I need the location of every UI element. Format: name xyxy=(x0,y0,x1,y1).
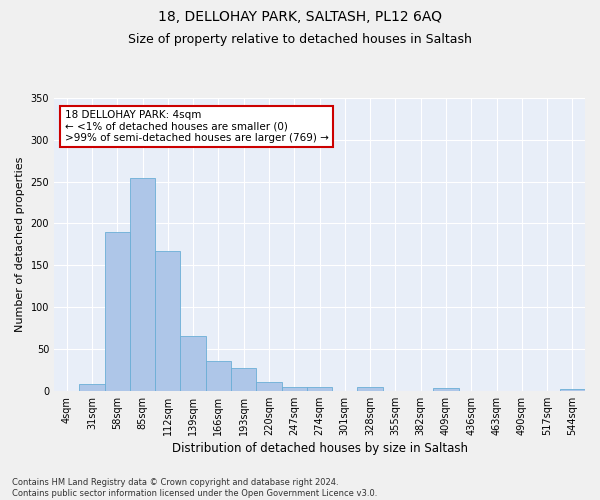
Bar xyxy=(206,360,231,391)
Text: Contains HM Land Registry data © Crown copyright and database right 2024.
Contai: Contains HM Land Registry data © Crown c… xyxy=(12,478,377,498)
Bar xyxy=(358,388,383,391)
Bar xyxy=(231,368,256,391)
Bar xyxy=(130,178,155,391)
Bar xyxy=(560,389,585,391)
Text: 18 DELLOHAY PARK: 4sqm
← <1% of detached houses are smaller (0)
>99% of semi-det: 18 DELLOHAY PARK: 4sqm ← <1% of detached… xyxy=(65,110,329,143)
Bar xyxy=(104,232,130,391)
Bar xyxy=(281,386,307,391)
Text: Size of property relative to detached houses in Saltash: Size of property relative to detached ho… xyxy=(128,32,472,46)
Bar xyxy=(433,388,458,391)
Bar xyxy=(155,251,181,391)
Text: 18, DELLOHAY PARK, SALTASH, PL12 6AQ: 18, DELLOHAY PARK, SALTASH, PL12 6AQ xyxy=(158,10,442,24)
Bar xyxy=(307,388,332,391)
X-axis label: Distribution of detached houses by size in Saltash: Distribution of detached houses by size … xyxy=(172,442,467,455)
Bar xyxy=(181,336,206,391)
Bar xyxy=(256,382,281,391)
Y-axis label: Number of detached properties: Number of detached properties xyxy=(15,156,25,332)
Bar xyxy=(79,384,104,391)
